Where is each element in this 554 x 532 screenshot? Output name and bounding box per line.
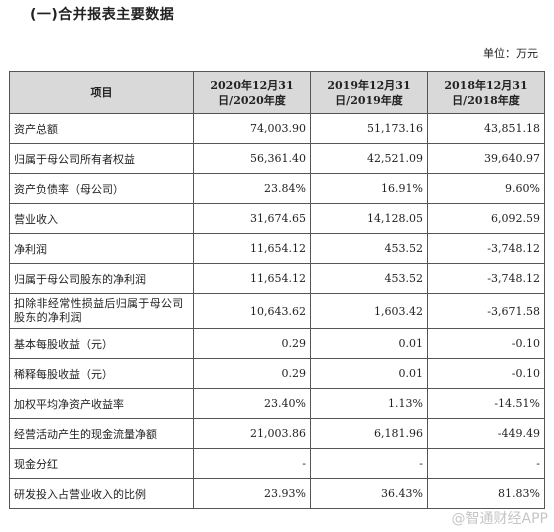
value-2020: -: [193, 448, 311, 479]
value-2019: 453.52: [310, 263, 428, 294]
row-label: 经营活动产生的现金流量净额: [9, 418, 194, 449]
value-2020: 21,003.86: [193, 418, 311, 449]
value-2019: 16.91%: [310, 173, 428, 204]
value-2020: 31,674.65: [193, 203, 311, 234]
value-2018: -3,671.58: [427, 293, 545, 329]
value-2019: 14,128.05: [310, 203, 428, 234]
value-2020: 23.84%: [193, 173, 311, 204]
row-label: 现金分红: [9, 448, 194, 479]
column-header-2019: 2019年12月31日/2019年度: [310, 71, 428, 114]
value-2018: -3,748.12: [427, 233, 545, 264]
value-2019: 0.01: [310, 328, 428, 359]
value-2018: -0.10: [427, 328, 545, 359]
value-2020: 23.93%: [193, 478, 311, 509]
unit-label: 单位：万元: [483, 47, 538, 60]
value-2020: 0.29: [193, 328, 311, 359]
value-2019: 36.43%: [310, 478, 428, 509]
column-header-item: 项目: [9, 71, 194, 114]
row-label: 营业收入: [9, 203, 194, 234]
table-row: 资产负债率（母公司） 23.84% 16.91% 9.60%: [9, 173, 545, 204]
row-label: 资产总额: [9, 113, 194, 144]
value-2018: 9.60%: [427, 173, 545, 204]
value-2019: 51,173.16: [310, 113, 428, 144]
table-row: 净利润 11,654.12 453.52 -3,748.12: [9, 233, 545, 264]
table-header-row: 项目 2020年12月31日/2020年度 2019年12月31日/2019年度…: [9, 71, 545, 114]
row-label: 加权平均净资产收益率: [9, 388, 194, 419]
value-2019: 453.52: [310, 233, 428, 264]
table-row: 基本每股收益（元） 0.29 0.01 -0.10: [9, 328, 545, 359]
value-2020: 56,361.40: [193, 143, 311, 174]
column-header-2018: 2018年12月31日/2018年度: [427, 71, 545, 114]
value-2020: 11,654.12: [193, 263, 311, 294]
value-2019: 1.13%: [310, 388, 428, 419]
value-2018: 39,640.97: [427, 143, 545, 174]
row-label: 稀释每股收益（元）: [9, 358, 194, 389]
row-label: 基本每股收益（元）: [9, 328, 194, 359]
value-2018: 43,851.18: [427, 113, 545, 144]
value-2018: -3,748.12: [427, 263, 545, 294]
value-2018: -0.10: [427, 358, 545, 389]
column-header-2020: 2020年12月31日/2020年度: [193, 71, 311, 114]
value-2018: 6,092.59: [427, 203, 545, 234]
table-row: 稀释每股收益（元） 0.29 0.01 -0.10: [9, 358, 545, 389]
value-2020: 74,003.90: [193, 113, 311, 144]
table-row: 资产总额 74,003.90 51,173.16 43,851.18: [9, 113, 545, 144]
row-label: 研发投入占营业收入的比例: [9, 478, 194, 509]
watermark: @智通财经APP: [451, 511, 548, 527]
value-2018: 81.83%: [427, 478, 545, 509]
value-2020: 10,643.62: [193, 293, 311, 329]
value-2019: -: [310, 448, 428, 479]
value-2019: 0.01: [310, 358, 428, 389]
value-2019: 6,181.96: [310, 418, 428, 449]
table-row: 现金分红 - - -: [9, 448, 545, 479]
value-2018: -14.51%: [427, 388, 545, 419]
table-row: 营业收入 31,674.65 14,128.05 6,092.59: [9, 203, 545, 234]
table-row: 经营活动产生的现金流量净额 21,003.86 6,181.96 -449.49: [9, 418, 545, 449]
value-2019: 1,603.42: [310, 293, 428, 329]
table-row: 研发投入占营业收入的比例 23.93% 36.43% 81.83%: [9, 478, 545, 509]
value-2020: 0.29: [193, 358, 311, 389]
value-2020: 11,654.12: [193, 233, 311, 264]
value-2018: -449.49: [427, 418, 545, 449]
row-label: 资产负债率（母公司）: [9, 173, 194, 204]
row-label: 归属于母公司股东的净利润: [9, 263, 194, 294]
value-2019: 42,521.09: [310, 143, 428, 174]
table-row: 归属于母公司所有者权益 56,361.40 42,521.09 39,640.9…: [9, 143, 545, 174]
row-label: 归属于母公司所有者权益: [9, 143, 194, 174]
value-2020: 23.40%: [193, 388, 311, 419]
table-row: 加权平均净资产收益率 23.40% 1.13% -14.51%: [9, 388, 545, 419]
table-row: 扣除非经常性损益后归属于母公司股东的净利润 10,643.62 1,603.42…: [9, 293, 545, 329]
financial-data-table: 项目 2020年12月31日/2020年度 2019年12月31日/2019年度…: [9, 71, 545, 509]
row-label: 扣除非经常性损益后归属于母公司股东的净利润: [9, 293, 194, 329]
value-2018: -: [427, 448, 545, 479]
row-label: 净利润: [9, 233, 194, 264]
table-row: 归属于母公司股东的净利润 11,654.12 453.52 -3,748.12: [9, 263, 545, 294]
section-title: (一)合并报表主要数据: [30, 7, 175, 23]
